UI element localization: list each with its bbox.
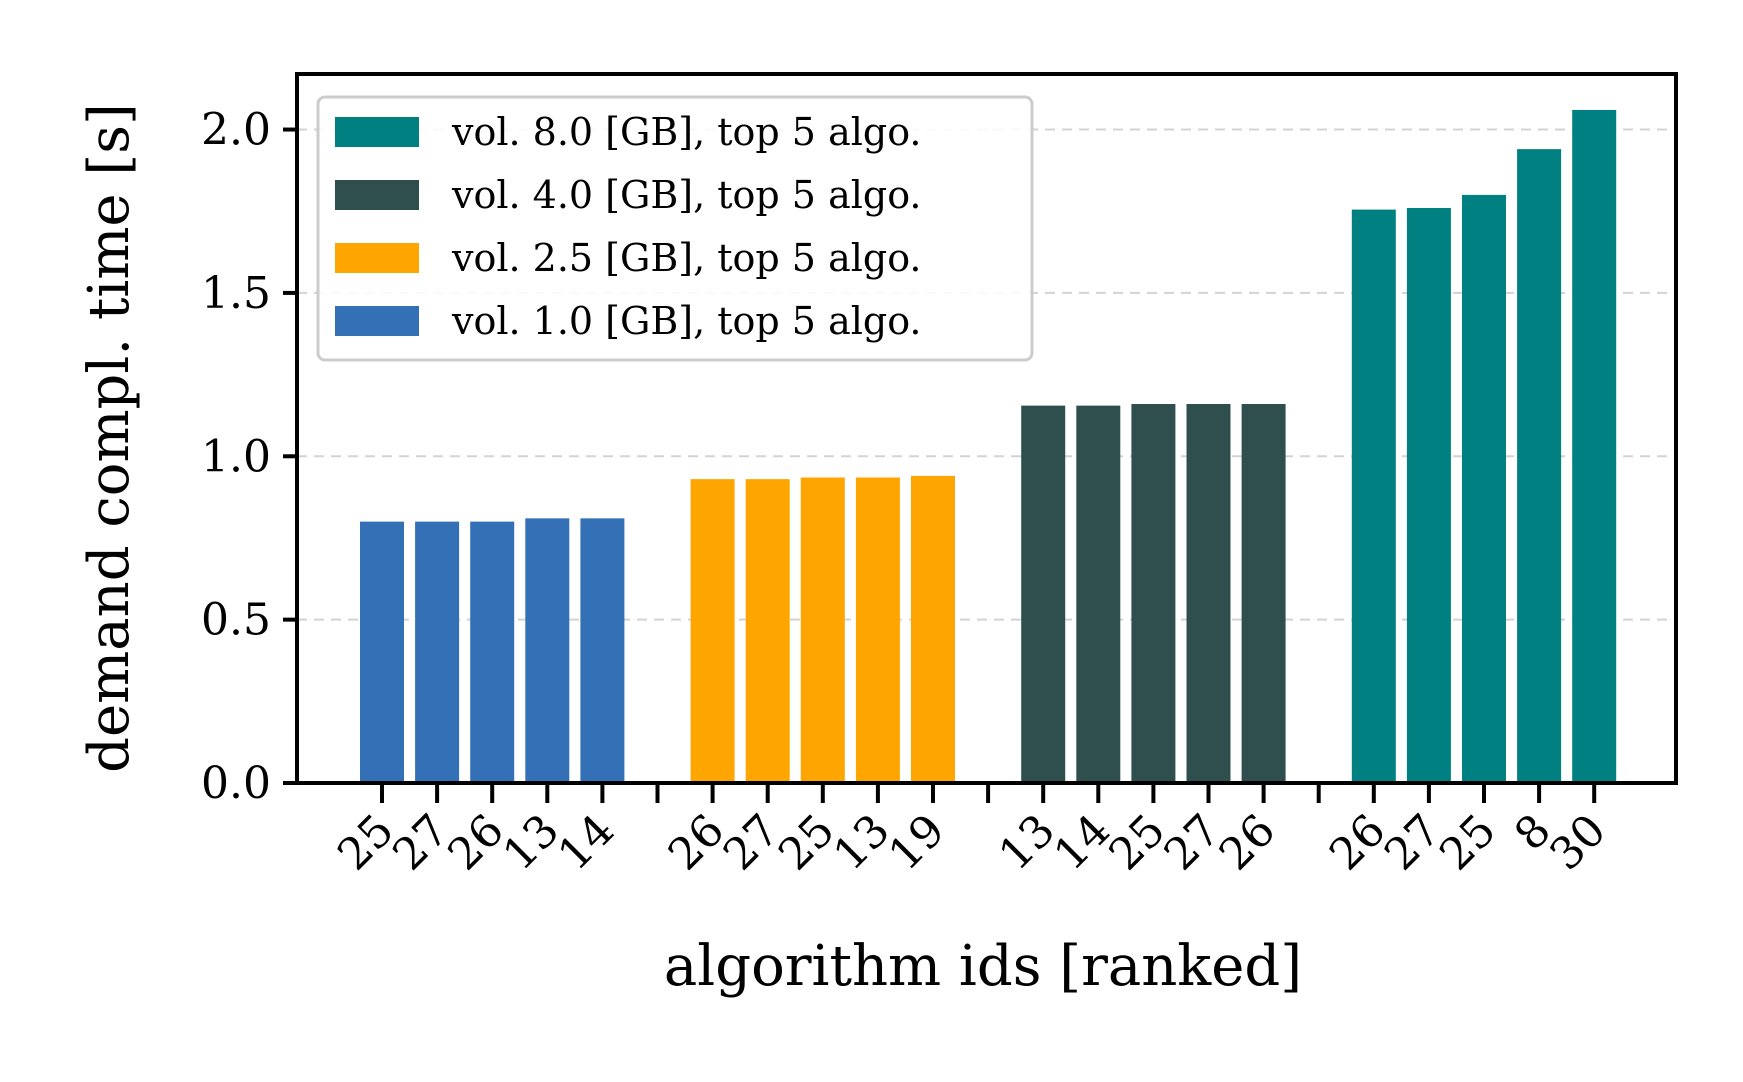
y-axis-label: demand compl. time [s] [77,103,142,773]
legend-swatch [335,243,419,273]
bar [1517,149,1562,783]
x-tick-label: 26 [1210,805,1286,881]
bar [690,479,735,783]
x-axis-label: algorithm ids [ranked] [664,934,1302,999]
y-tick-label: 1.0 [201,431,271,482]
y-tick-label: 0.0 [201,758,271,809]
legend-label: vol. 1.0 [GB], top 5 algo. [451,299,922,343]
legend-label: vol. 8.0 [GB], top 5 algo. [451,110,922,154]
bar [1351,209,1396,783]
bar [1572,109,1617,784]
x-tick-label: 14 [549,805,625,881]
bar [525,518,570,783]
x-tick-label: 19 [879,805,955,881]
bar [1241,403,1286,783]
legend-swatch [335,306,419,336]
legend-swatch [335,117,419,147]
bar [1131,403,1176,783]
bar [1186,403,1231,783]
plot-frame [295,72,1678,785]
legend-label: vol. 2.5 [GB], top 5 algo. [451,236,922,280]
bar [745,479,790,783]
y-tick-label: 1.5 [201,268,271,319]
bar [470,521,515,783]
bar [800,477,845,783]
bar [360,521,404,783]
bar [415,521,460,783]
y-tick-label: 2.0 [201,105,271,156]
x-tick-label: 30 [1540,805,1616,881]
y-tick-label: 0.5 [201,595,271,646]
legend: vol. 8.0 [GB], top 5 algo. vol. 4.0 [GB],… [316,95,1034,362]
x-tick-label: 25 [1430,805,1506,881]
legend-box [316,95,1034,362]
bar [580,518,625,783]
legend-swatch [335,180,419,210]
legend-label: vol. 4.0 [GB], top 5 algo. [451,173,922,217]
bar [1406,207,1451,784]
bar [911,475,955,783]
bar [855,477,900,783]
bars [360,109,1617,784]
bar [1462,194,1506,783]
bar [1076,405,1121,783]
bar [1021,405,1066,783]
